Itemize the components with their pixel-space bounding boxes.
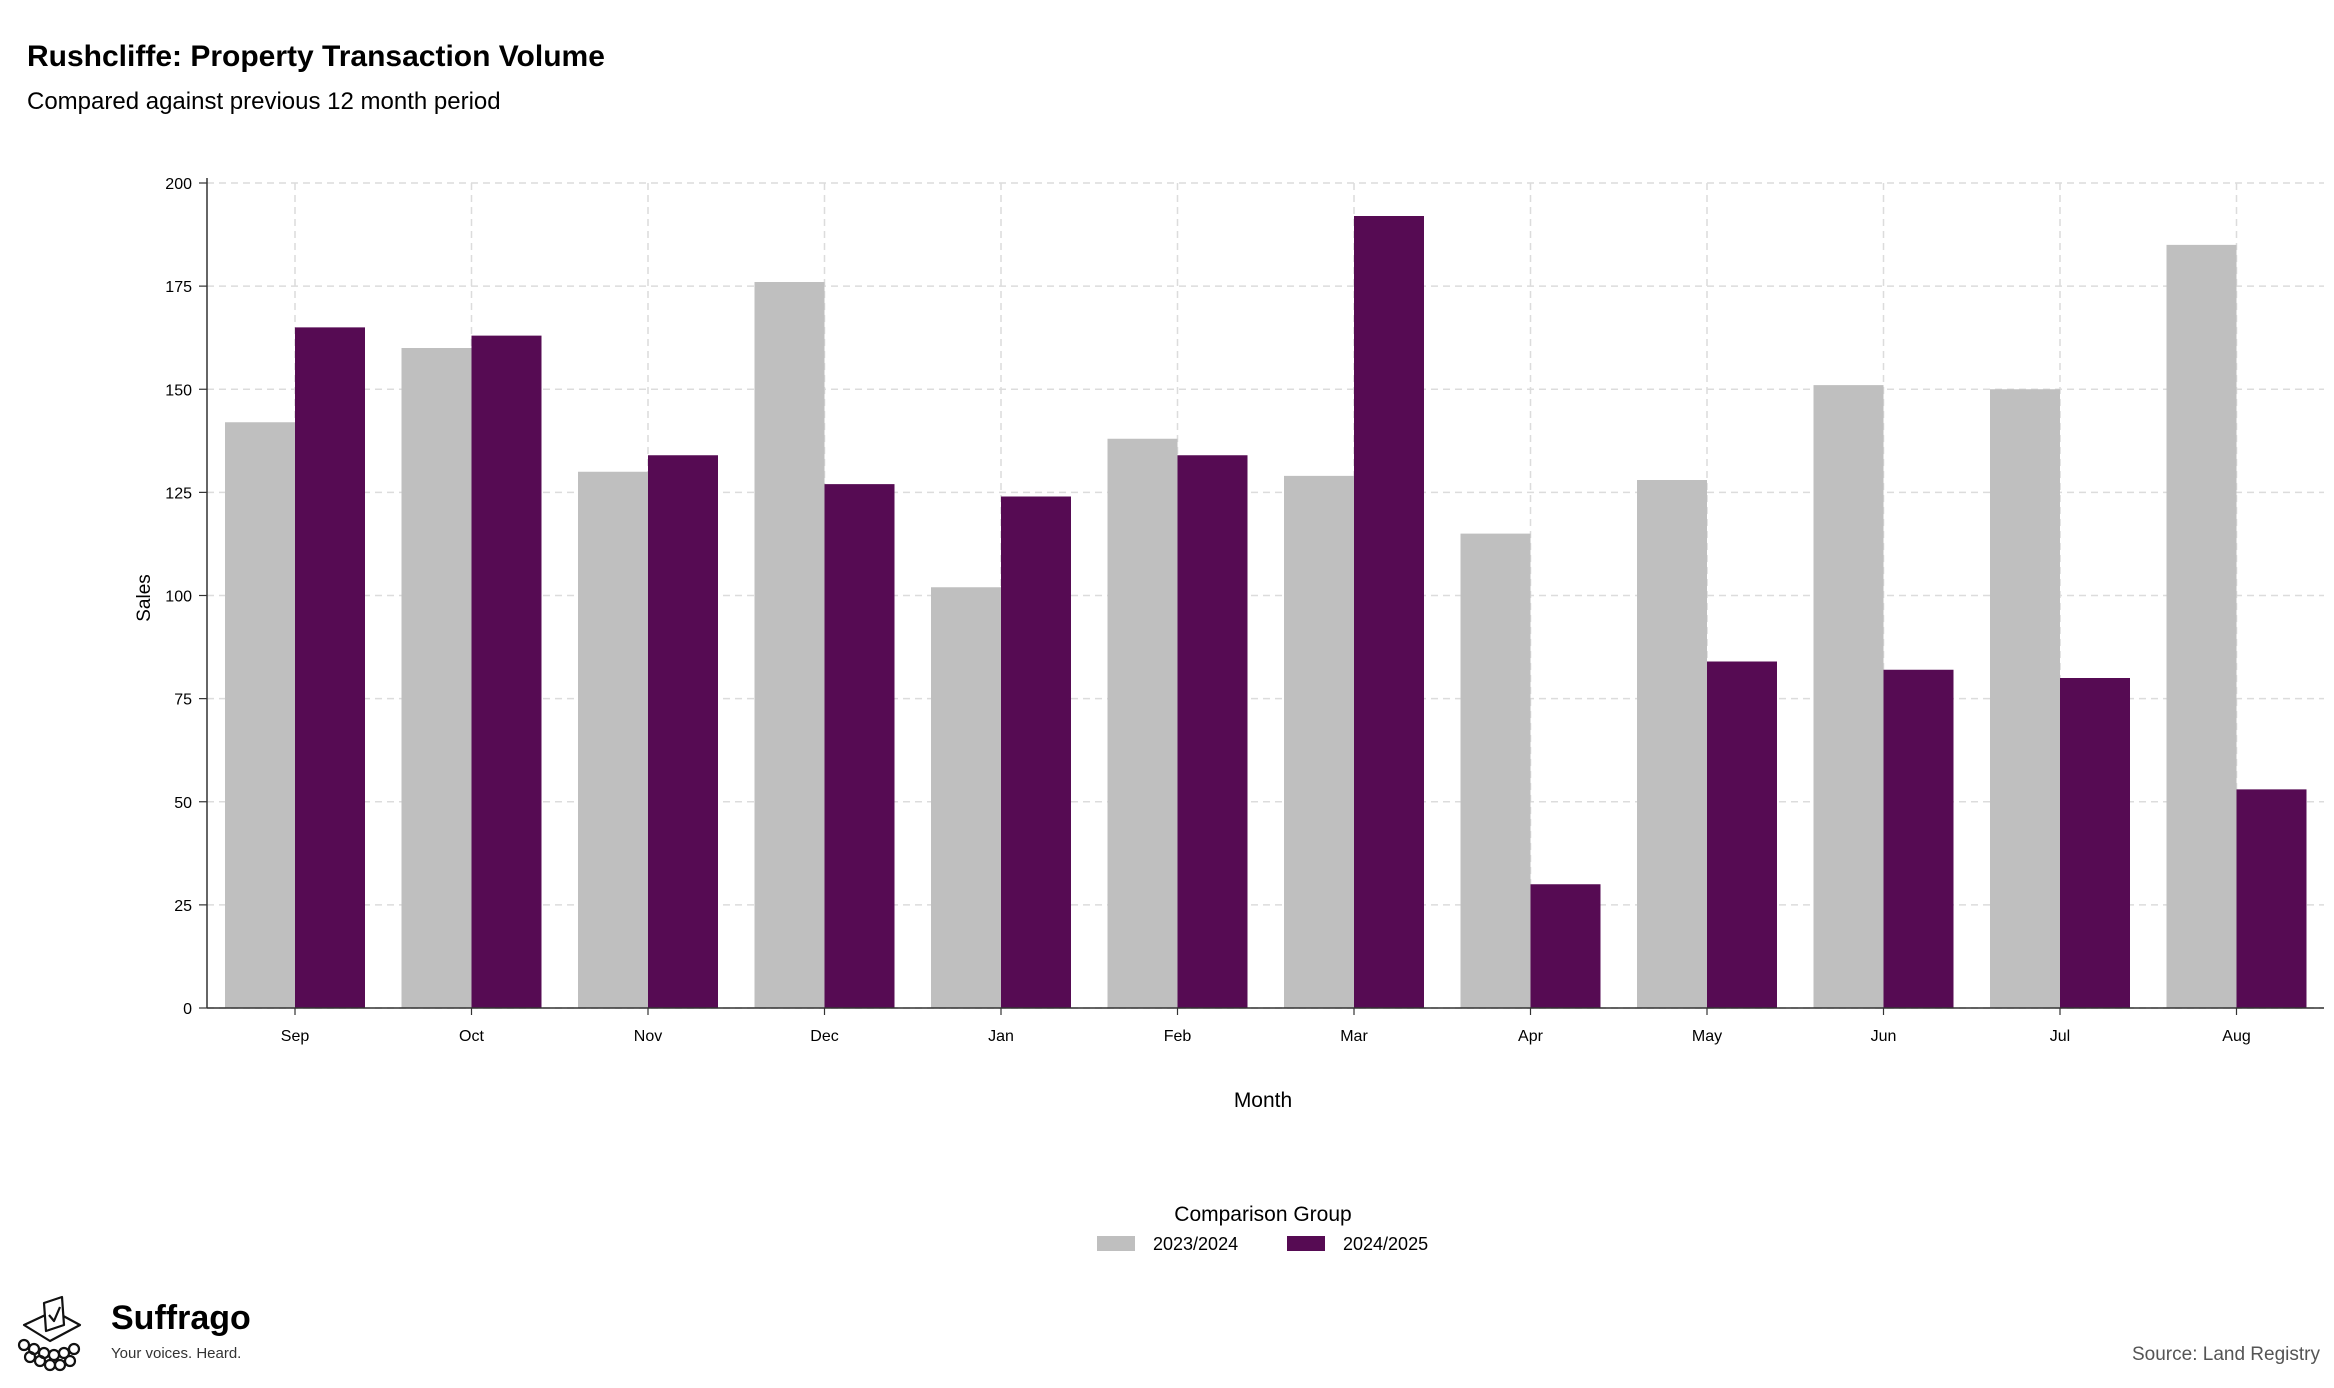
bar-2023-2024-dec <box>754 282 825 1008</box>
bar-2023-2024-may <box>1637 480 1707 1008</box>
y-tick-label: 25 <box>174 898 192 915</box>
y-tick-label: 0 <box>183 1001 192 1018</box>
x-axis-label: Month <box>1234 1089 1292 1112</box>
ballot-box-icon <box>17 1295 82 1372</box>
legend-label: 2023/2024 <box>1153 1234 1238 1254</box>
x-tick-label: Jul <box>2050 1028 2070 1045</box>
bar-2024-2025-aug <box>2236 789 2307 1008</box>
bar-2023-2024-jan <box>931 587 1001 1008</box>
x-tick-label: Apr <box>1518 1028 1544 1045</box>
chart-title: Rushcliffe: Property Transaction Volume <box>27 40 605 73</box>
bar-2023-2024-sep <box>225 422 295 1008</box>
y-tick-label: 150 <box>165 382 192 399</box>
x-tick-label: Jun <box>1871 1028 1897 1045</box>
x-tick-label: Feb <box>1164 1028 1192 1045</box>
bar-2023-2024-aug <box>2166 244 2237 1008</box>
source-note: Source: Land Registry <box>2132 1344 2320 1365</box>
axes: 0 25 50 75 100 125 150 175 200 Sep Oct Nov Dec Jan Feb… <box>165 176 2324 1045</box>
bar-2024-2025-mar <box>1354 216 1424 1008</box>
y-tick-label: 175 <box>165 279 192 296</box>
bar-2023-2024-mar <box>1284 475 1354 1008</box>
legend-title: Comparison Group <box>1174 1203 1351 1226</box>
x-tick-label: Dec <box>810 1028 838 1045</box>
bar-2024-2025-jan <box>1001 496 1071 1008</box>
bar-2024-2025-oct <box>471 335 542 1008</box>
y-tick-label: 75 <box>174 692 192 709</box>
bar-2024-2025-jul <box>2060 678 2130 1008</box>
x-tick-label: May <box>1692 1028 1722 1045</box>
y-axis-label: Sales <box>134 574 155 622</box>
bar-2024-2025-nov <box>648 455 718 1008</box>
brand-name: Suffrago <box>111 1299 251 1337</box>
bar-2024-2025-apr <box>1530 884 1601 1008</box>
y-tick-label: 50 <box>174 795 192 812</box>
bar-2023-2024-nov <box>578 471 648 1008</box>
x-tick-label: Mar <box>1340 1028 1368 1045</box>
bar-2024-2025-sep <box>295 327 365 1008</box>
bar-2024-2025-feb <box>1177 455 1248 1008</box>
bar-2023-2024-jul <box>1990 389 2060 1008</box>
y-tick-label: 200 <box>165 176 192 193</box>
bar-2023-2024-apr <box>1460 533 1531 1008</box>
bar-2023-2024-oct <box>401 348 472 1008</box>
bar-2024-2025-dec <box>824 484 895 1008</box>
legend-swatch <box>1097 1236 1135 1251</box>
bar-2024-2025-jun <box>1883 669 1954 1008</box>
x-tick-label: Sep <box>281 1028 310 1045</box>
chart-subtitle: Compared against previous 12 month perio… <box>27 88 501 115</box>
x-tick-label: Nov <box>634 1028 662 1045</box>
brand-logo-block: Suffrago Your voices. Heard. <box>14 1295 274 1375</box>
bar-2023-2024-feb <box>1107 438 1178 1008</box>
legend-swatch <box>1287 1236 1325 1251</box>
y-tick-label: 125 <box>165 485 192 502</box>
bar-2023-2024-jun <box>1813 385 1884 1008</box>
legend: Comparison Group 2023/2024 2024/2025 <box>1097 1203 1428 1254</box>
y-tick-label: 100 <box>165 589 192 606</box>
x-tick-label: Aug <box>2222 1028 2250 1045</box>
bar-2024-2025-may <box>1707 661 1777 1008</box>
bars <box>225 216 2307 1008</box>
x-tick-label: Oct <box>459 1028 484 1045</box>
legend-label: 2024/2025 <box>1343 1234 1428 1254</box>
x-tick-label: Jan <box>988 1028 1014 1045</box>
brand-tagline: Your voices. Heard. <box>111 1345 242 1362</box>
